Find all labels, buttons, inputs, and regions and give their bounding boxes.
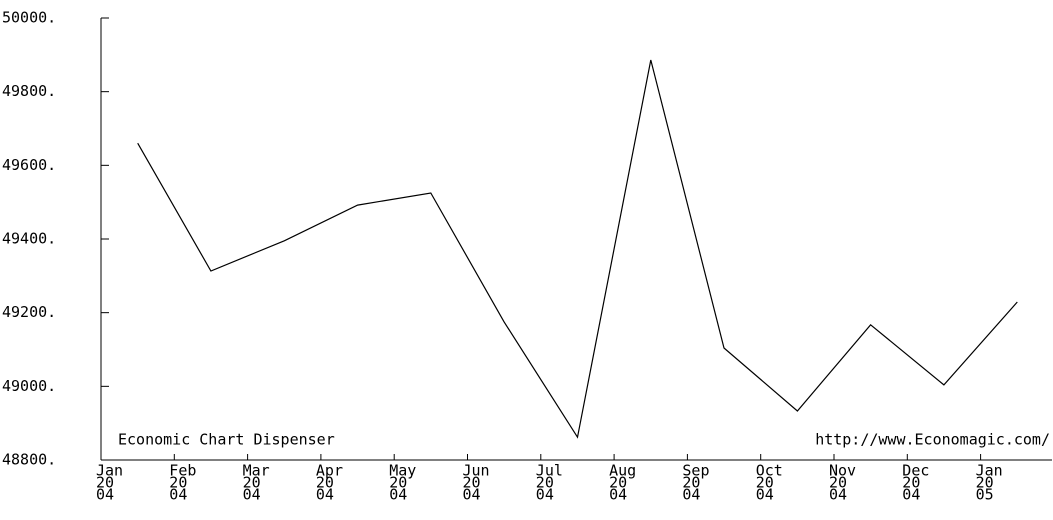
x-tick-label: Feb <box>169 462 196 480</box>
x-tick-label: May <box>389 462 416 480</box>
y-tick-label: 49000. <box>2 377 56 395</box>
x-tick-label: 04 <box>902 486 920 504</box>
y-tick-label: 48800. <box>2 451 56 469</box>
x-tick-label: 04 <box>389 486 407 504</box>
x-tick-label: 20 <box>243 474 261 492</box>
y-tick-label: 49600. <box>2 156 56 174</box>
x-tick-label: 04 <box>96 486 114 504</box>
x-tick-label: Nov <box>829 462 856 480</box>
x-tick-label: 04 <box>463 486 481 504</box>
x-tick-label: 20 <box>463 474 481 492</box>
y-tick-label: 49800. <box>2 82 56 100</box>
x-tick-label: Jan <box>96 462 123 480</box>
x-tick-label: 20 <box>829 474 847 492</box>
x-tick-label: Apr <box>316 462 343 480</box>
x-tick-label: Jun <box>463 462 490 480</box>
x-tick-label: Mar <box>243 462 270 480</box>
x-tick-label: 04 <box>829 486 847 504</box>
x-tick-label: 20 <box>976 474 994 492</box>
x-tick-label: 04 <box>756 486 774 504</box>
x-tick-label: Jul <box>536 462 563 480</box>
x-tick-label: Dec <box>902 462 929 480</box>
x-tick-label: Jan <box>976 462 1003 480</box>
x-tick-label: 04 <box>536 486 554 504</box>
x-tick-label: 04 <box>169 486 187 504</box>
x-tick-label: 20 <box>609 474 627 492</box>
x-tick-label: Aug <box>609 462 636 480</box>
data-line <box>137 59 1018 439</box>
x-tick-label: 20 <box>902 474 920 492</box>
x-tick-label: Oct <box>756 462 783 480</box>
x-tick-label: Sep <box>682 462 709 480</box>
annotation: http://www.Economagic.com/ <box>815 431 1050 449</box>
y-tick-label: 49200. <box>2 303 56 321</box>
y-tick-label: 49400. <box>2 230 56 248</box>
x-tick-label: 20 <box>682 474 700 492</box>
x-tick-label: 04 <box>682 486 700 504</box>
x-tick-label: 04 <box>243 486 261 504</box>
annotation: Economic Chart Dispenser <box>118 431 335 449</box>
x-tick-label: 20 <box>316 474 334 492</box>
x-tick-label: 20 <box>756 474 774 492</box>
x-tick-label: 20 <box>536 474 554 492</box>
x-tick-label: 20 <box>169 474 187 492</box>
x-tick-label: 20 <box>389 474 407 492</box>
x-tick-label: 05 <box>976 486 994 504</box>
x-tick-label: 20 <box>96 474 114 492</box>
x-tick-label: 04 <box>609 486 627 504</box>
x-tick-label: 04 <box>316 486 334 504</box>
y-tick-label: 50000. <box>2 9 56 27</box>
